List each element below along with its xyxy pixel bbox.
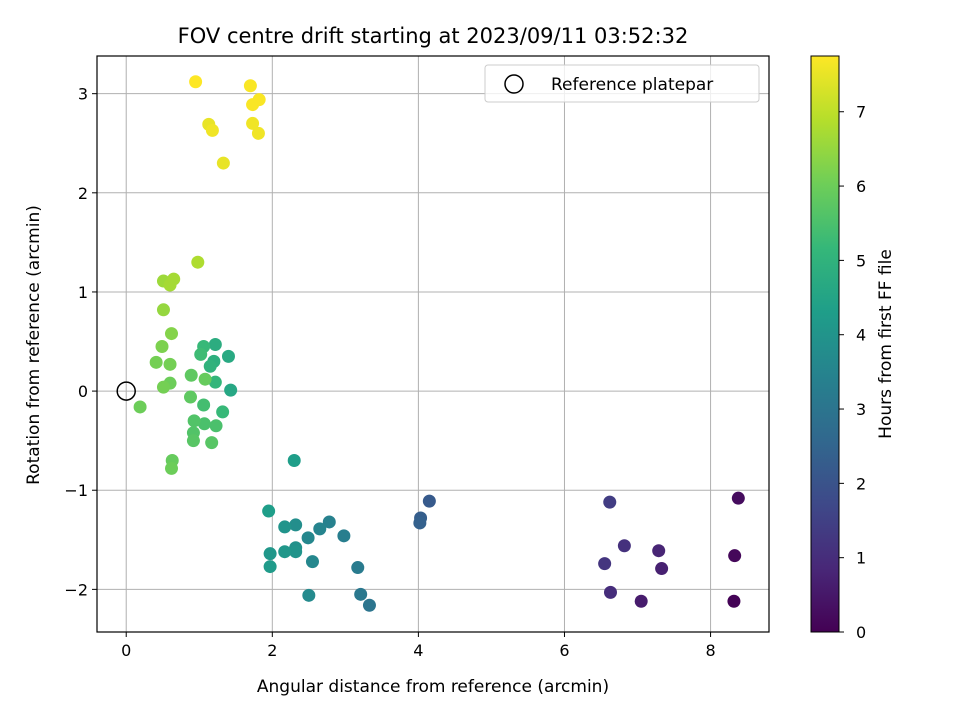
colorbar-tick-label: 5	[856, 251, 866, 270]
data-point	[208, 337, 222, 351]
data-point	[263, 560, 277, 574]
colorbar-label: Hours from first FF file	[876, 249, 896, 439]
reference-platepar-marker	[116, 381, 136, 401]
data-point	[149, 355, 163, 369]
plot-frame	[96, 55, 770, 633]
y-tick-label: −2	[64, 580, 88, 599]
legend-entry-reference-platepar: Reference platepar	[551, 75, 713, 95]
data-point	[208, 375, 222, 389]
data-point	[634, 594, 648, 608]
y-tick-label: 3	[78, 85, 88, 104]
colorbar-tick-label: 0	[856, 623, 866, 642]
data-point	[209, 419, 223, 433]
data-point	[362, 598, 376, 612]
data-points	[133, 75, 745, 612]
data-point	[191, 255, 205, 269]
data-point	[313, 522, 327, 536]
data-point	[413, 516, 427, 530]
data-point	[289, 518, 303, 532]
data-point	[205, 123, 219, 137]
y-tick-label: 2	[78, 184, 88, 203]
data-point	[156, 303, 170, 317]
y-tick-label: 0	[78, 382, 88, 401]
data-point	[278, 545, 292, 559]
legend: Reference platepar	[484, 64, 760, 103]
data-point	[187, 414, 201, 428]
colorbar-tick-label: 4	[856, 326, 866, 345]
x-axis-label: Angular distance from reference (arcmin)	[257, 677, 609, 697]
legend-reference-marker	[504, 74, 524, 94]
data-point	[246, 116, 260, 130]
y-axis-label: Rotation from reference (arcmin)	[24, 205, 44, 485]
data-point	[156, 380, 170, 394]
data-point	[203, 359, 217, 373]
data-point	[422, 494, 436, 508]
colorbar-tick-label: 7	[856, 103, 866, 122]
x-tick-label: 8	[705, 641, 715, 660]
data-point	[598, 557, 612, 571]
data-point	[155, 339, 169, 353]
data-point	[603, 495, 617, 509]
data-point	[728, 549, 742, 563]
data-point	[337, 529, 351, 543]
data-point	[216, 405, 230, 419]
y-tick-label: −1	[64, 481, 88, 500]
data-point	[194, 347, 208, 361]
x-tick-label: 4	[413, 641, 423, 660]
data-point	[287, 453, 301, 467]
y-tick-label: 1	[78, 283, 88, 302]
data-point	[224, 383, 238, 397]
colorbar-tick-label: 3	[856, 400, 866, 419]
data-point	[197, 398, 211, 412]
data-point	[652, 544, 666, 558]
data-point	[165, 461, 179, 475]
x-axis-ticks: 0 2 4 6 8	[121, 632, 716, 660]
data-point	[216, 156, 230, 170]
data-point	[243, 79, 257, 93]
data-point	[617, 539, 631, 553]
data-point	[251, 126, 265, 140]
x-tick-label: 0	[121, 641, 131, 660]
data-point	[262, 504, 276, 518]
colorbar-ticks: 0 1 2 3 4 5 6 7	[839, 103, 866, 642]
colorbar	[810, 55, 840, 633]
data-point	[183, 390, 197, 404]
data-point	[252, 93, 266, 107]
data-point	[205, 436, 219, 450]
colorbar-tick-label: 2	[856, 474, 866, 493]
colorbar-tick-label: 6	[856, 177, 866, 196]
data-point	[278, 520, 292, 534]
data-point	[354, 587, 368, 601]
data-point	[133, 400, 147, 414]
data-point	[163, 357, 177, 371]
data-point	[305, 555, 319, 569]
data-point	[351, 561, 365, 575]
x-tick-label: 6	[559, 641, 569, 660]
data-point	[727, 594, 741, 608]
data-point	[731, 491, 745, 505]
data-point	[189, 75, 203, 89]
data-point	[184, 368, 198, 382]
data-point	[197, 417, 211, 431]
legend-box	[484, 64, 760, 103]
y-axis-ticks: −2 −1 0 1 2 3	[64, 85, 97, 599]
data-point	[186, 434, 200, 448]
data-point	[655, 562, 669, 576]
x-tick-label: 2	[267, 641, 277, 660]
data-point	[165, 327, 179, 341]
data-point	[198, 372, 212, 386]
chart-title: FOV centre drift starting at 2023/09/11 …	[178, 24, 689, 48]
data-point	[221, 349, 235, 363]
data-point	[322, 515, 336, 529]
colorbar-tick-label: 1	[856, 549, 866, 568]
data-point	[603, 585, 617, 599]
data-point	[167, 272, 181, 286]
data-point	[302, 588, 316, 602]
data-point	[301, 531, 315, 545]
data-point	[289, 545, 303, 559]
data-point	[263, 547, 277, 561]
